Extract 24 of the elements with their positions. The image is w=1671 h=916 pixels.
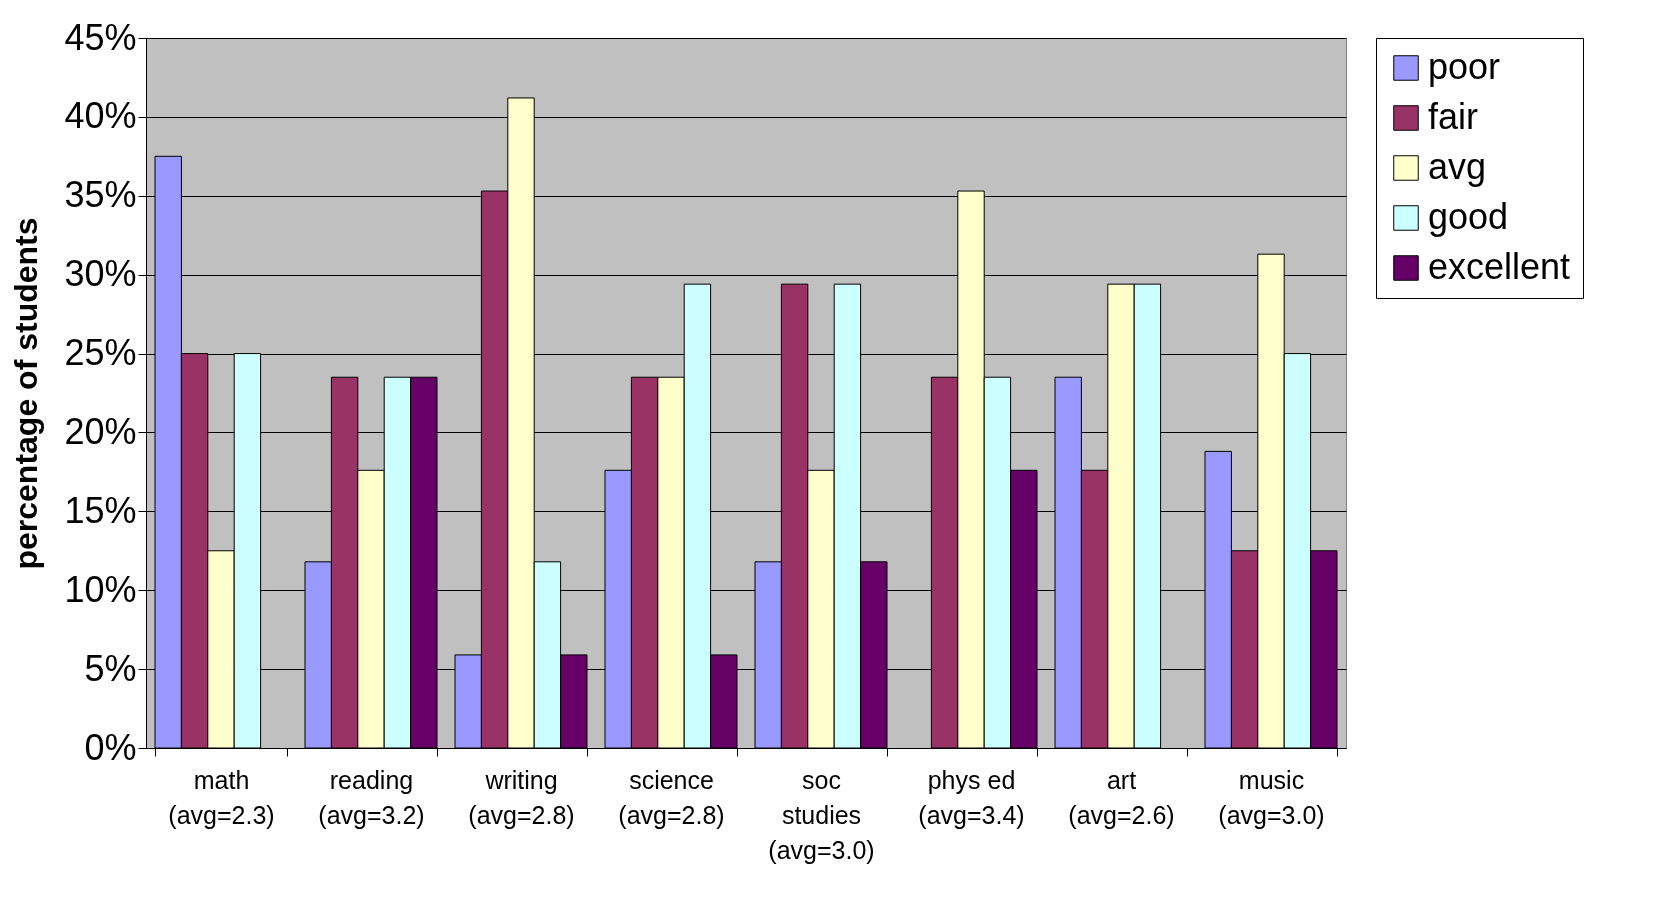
y-tick-label: 30% [64, 253, 137, 295]
y-tick-label: 5% [84, 647, 137, 689]
legend-label: excellent [1428, 246, 1571, 287]
y-tick-label: 25% [64, 332, 137, 374]
y-tick-label: 35% [64, 174, 137, 216]
x-tick-label: science (avg=2.8) [618, 765, 725, 829]
legend-label: poor [1428, 46, 1501, 87]
y-axis-title: percentage of students [8, 217, 45, 570]
y-tick-label: 15% [64, 489, 137, 531]
y-tick-label: 45% [64, 16, 137, 58]
x-tick-label: math (avg=2.3) [168, 765, 275, 829]
x-tick-label: writing (avg=2.8) [468, 765, 575, 829]
x-tick-label: phys ed (avg=3.4) [918, 765, 1025, 829]
legend-label: avg [1428, 146, 1487, 187]
x-tick-label: music (avg=3.0) [1218, 765, 1325, 829]
y-tick-label: 0% [84, 726, 137, 768]
y-tick-label: 20% [64, 410, 137, 452]
x-tick-label: soc studies (avg=3.0) [768, 765, 875, 864]
x-tick-label: art (avg=2.6) [1068, 765, 1175, 829]
legend-label: good [1428, 196, 1509, 237]
y-tick-label: 10% [64, 568, 137, 610]
x-tick-label: reading (avg=3.2) [318, 765, 425, 829]
y-tick-label: 40% [64, 95, 137, 137]
legend-label: fair [1428, 96, 1479, 137]
